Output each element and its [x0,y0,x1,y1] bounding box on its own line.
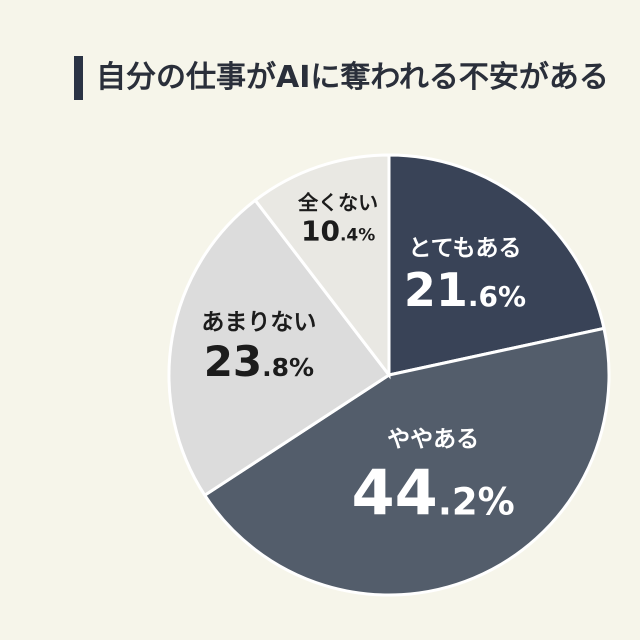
pie-slice-3 [167,198,392,498]
slice-label-4: 全くない [297,191,378,215]
slice-value-2: 44.2% [352,457,515,530]
title-area: 自分の仕事がAIに奪われる不安がある [0,0,640,120]
chart-title: 自分の仕事がAIに奪われる不安がある [96,60,609,95]
slice-value-4: 10.4% [301,214,375,247]
slice-label-1: とてもある [408,236,521,262]
pie-slice-4 [253,153,391,380]
slice-label-2: ややある [387,426,479,452]
pie-slice-2 [202,326,611,597]
title-accent-bar [74,56,83,100]
slice-label-3: あまりない [201,310,316,336]
pie-slice-1 [387,153,606,377]
slice-value-3: 23.8% [204,337,314,386]
slice-value-1: 21.6% [404,263,526,317]
